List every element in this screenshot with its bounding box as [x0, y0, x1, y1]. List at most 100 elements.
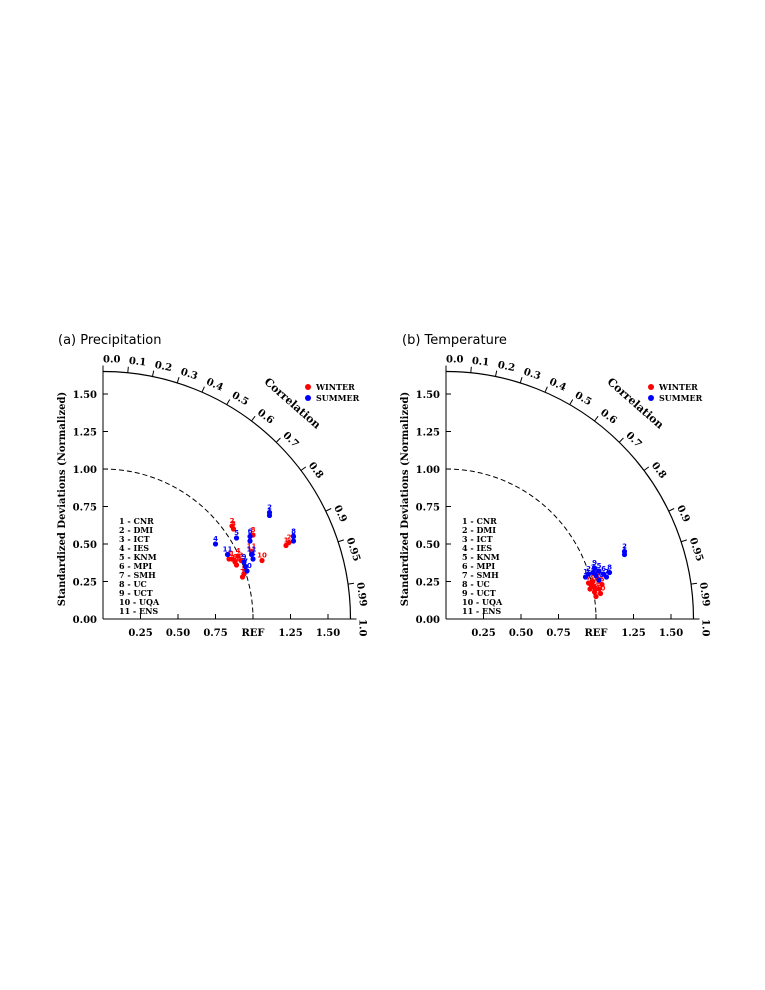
- data-point-label: 6: [601, 565, 606, 573]
- y-tick-label: 0.50: [73, 540, 97, 551]
- model-key-item: 2 - DMI: [119, 525, 153, 535]
- correlation-tick-mark: [495, 370, 498, 377]
- data-point-summer: [603, 574, 610, 580]
- model-key-item: 1 - CNR: [462, 516, 497, 526]
- correlation-tick-mark: [680, 539, 687, 543]
- x-tick-label: 1.50: [659, 628, 683, 639]
- data-point-label: 10: [596, 585, 606, 593]
- model-key-item: 7 - SMH: [119, 570, 156, 580]
- data-point-label: 9: [242, 553, 247, 561]
- y-tick-label: 1.25: [73, 428, 97, 439]
- y-tick-label: 0.25: [73, 578, 97, 589]
- data-point-label: 4: [251, 550, 256, 558]
- data-point-label: 2: [230, 517, 235, 525]
- model-key-item: 10 - UQA: [462, 597, 503, 607]
- correlation-tick-label: 0.8: [306, 460, 325, 481]
- y-tick-label: 1.25: [416, 428, 440, 439]
- model-key-item: 3 - ICT: [119, 534, 150, 544]
- data-point-label: 2: [622, 543, 627, 551]
- data-point-label: 10: [242, 562, 252, 570]
- correlation-tick-label: 0.5: [573, 390, 594, 408]
- y-tick-label: 1.00: [416, 465, 440, 476]
- precipitation-panel: (a) Precipitation0.000.250.500.751.001.2…: [57, 333, 368, 639]
- correlation-tick-label: 0.99: [697, 582, 711, 608]
- correlation-arc: [102, 370, 352, 620]
- y-tick-label: 1.50: [73, 390, 97, 401]
- data-point-label: 11: [247, 543, 257, 551]
- x-tick-label: REF: [241, 628, 264, 639]
- data-point-winter: [587, 586, 593, 592]
- legend-label: SUMMER: [316, 393, 360, 403]
- y-tick-label: 1.50: [416, 390, 440, 401]
- correlation-tick-label: 1.0: [357, 619, 368, 636]
- data-point-label: 9: [592, 559, 597, 567]
- correlation-tick-label: 0.2: [497, 360, 516, 374]
- data-point-label: 9: [291, 532, 296, 540]
- correlation-tick-label: 0.3: [179, 367, 199, 383]
- data-point-label: 1: [583, 568, 588, 576]
- data-point-winter: [235, 553, 241, 559]
- correlation-tick-label: 0.0: [446, 355, 463, 366]
- correlation-tick-mark: [643, 466, 650, 471]
- model-key-item: 4 - IES: [119, 543, 149, 553]
- model-key-item: 3 - ICT: [462, 534, 493, 544]
- y-tick-label: 0.25: [416, 578, 440, 589]
- data-point-summer: [247, 538, 253, 544]
- panel-title: (a) Precipitation: [58, 333, 162, 348]
- correlation-tick-label: 1.0: [700, 619, 711, 636]
- data-point-label: 5: [242, 565, 247, 573]
- model-key-item: 1 - CNR: [119, 516, 154, 526]
- data-point-summer: [247, 533, 253, 540]
- data-point-label: 8: [251, 526, 256, 534]
- data-point-label: 11: [590, 579, 600, 587]
- data-point-summer: [244, 568, 250, 574]
- x-tick-label: 1.25: [278, 628, 302, 639]
- model-key-item: 5 - KNM: [119, 552, 157, 562]
- x-tick-label: 0.25: [471, 628, 495, 639]
- data-point-summer: [585, 571, 592, 577]
- data-point-summer: [266, 512, 273, 519]
- x-tick-label: 0.25: [128, 628, 152, 639]
- data-point-label: 5: [597, 562, 602, 570]
- data-point-winter: [596, 586, 602, 592]
- correlation-tick-label: 0.6: [255, 407, 276, 426]
- data-point-label: 3: [231, 520, 236, 528]
- correlation-tick-label: 0.6: [598, 407, 619, 426]
- data-point-label: 3: [239, 552, 244, 560]
- correlation-tick-mark: [337, 539, 344, 543]
- correlation-tick-label: 0.9: [674, 504, 692, 524]
- data-point-label: 6: [233, 553, 238, 561]
- data-point-winter: [591, 589, 598, 595]
- correlation-tick-label: 0.3: [522, 367, 542, 383]
- data-point-summer: [290, 533, 297, 540]
- correlation-tick-label: 0.99: [354, 582, 368, 608]
- data-point-winter: [239, 574, 246, 580]
- correlation-tick-label: 0.8: [649, 460, 668, 481]
- correlation-tick-mark: [519, 377, 523, 384]
- data-point-winter: [599, 581, 605, 588]
- correlation-tick-mark: [300, 466, 307, 471]
- x-tick-label: REF: [584, 628, 607, 639]
- data-point-label: 1: [230, 550, 235, 558]
- data-point-summer: [233, 535, 240, 541]
- correlation-tick-label: 0.9: [331, 504, 349, 524]
- data-point-label: 7: [604, 568, 609, 576]
- y-tick-label: 0.75: [416, 503, 440, 514]
- correlation-tick-mark: [594, 415, 599, 422]
- data-point-winter: [597, 590, 604, 597]
- x-tick-label: 0.75: [546, 628, 570, 639]
- data-point-label: 1: [622, 546, 627, 554]
- data-point-winter: [585, 580, 592, 586]
- data-point-label: 7: [240, 568, 245, 576]
- correlation-tick-mark: [347, 582, 355, 585]
- data-point-label: 2: [586, 565, 591, 573]
- data-point-summer: [250, 556, 256, 562]
- data-point-label: 7: [586, 574, 591, 582]
- data-point-winter: [233, 562, 240, 568]
- correlation-tick-label: 0.4: [547, 377, 567, 394]
- data-point-summer: [621, 551, 628, 558]
- model-key-item: 11 - ENS: [119, 606, 158, 616]
- x-tick-label: 1.25: [621, 628, 645, 639]
- correlation-tick-label: 0.0: [103, 355, 120, 366]
